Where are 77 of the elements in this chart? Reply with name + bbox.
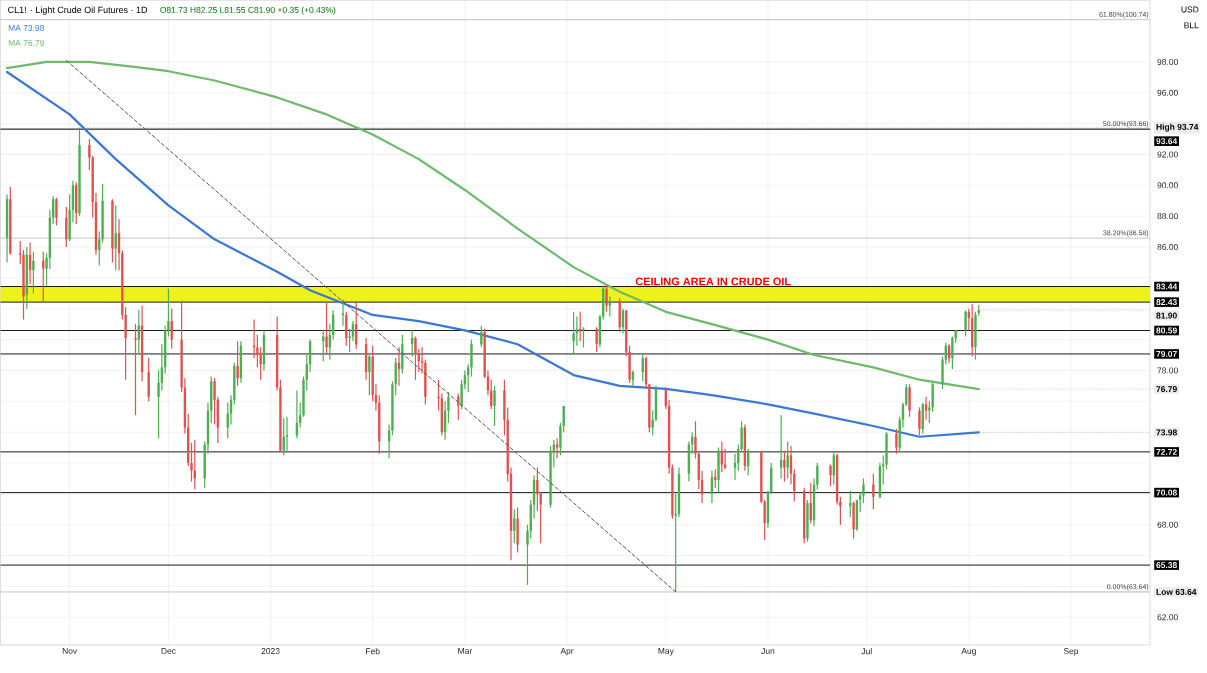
candlestick bbox=[32, 251, 35, 294]
x-tick-label: Apr bbox=[560, 648, 574, 656]
candlestick bbox=[341, 298, 345, 327]
candlestick bbox=[55, 197, 58, 227]
candlestick bbox=[895, 428, 898, 455]
annotation: 73.98 bbox=[1156, 429, 1177, 436]
candlestick bbox=[608, 295, 612, 318]
x-tick-label: Jul bbox=[861, 648, 872, 655]
x-tick-label: Mar bbox=[458, 648, 473, 654]
x-tick-label: 2023 bbox=[261, 648, 280, 655]
x-tick-label: Jun bbox=[761, 648, 775, 654]
annotation: 76.79 bbox=[1156, 386, 1177, 393]
text: CL1! · Light Crude Oil Futures · 1D bbox=[8, 6, 148, 15]
y-tick-label: 78.00 bbox=[1157, 367, 1178, 374]
band-label: CEILING AREA IN CRUDE OIL bbox=[635, 277, 791, 286]
x-tick-label: Sep bbox=[1063, 648, 1079, 656]
candlestick bbox=[783, 450, 786, 483]
y-tick-label: 98.00 bbox=[1157, 58, 1178, 65]
candlestick bbox=[368, 354, 371, 396]
ref-line-label: 82.43 bbox=[1156, 299, 1177, 306]
text: BLL bbox=[1184, 22, 1199, 29]
candlestick bbox=[806, 499, 809, 543]
y-tick-label: 62.00 bbox=[1157, 614, 1178, 621]
candlestick bbox=[829, 463, 832, 487]
candlestick bbox=[414, 335, 417, 381]
y-tick-label: 68.00 bbox=[1157, 521, 1178, 528]
y-tick-label: 86.00 bbox=[1157, 244, 1178, 251]
series-label: MA 76.79 bbox=[8, 39, 44, 46]
candlestick bbox=[717, 446, 720, 493]
candlestick bbox=[572, 311, 575, 356]
x-tick-label: Dec bbox=[161, 648, 176, 654]
annotation: High 93.74 bbox=[1156, 123, 1199, 132]
candlestick bbox=[733, 453, 737, 481]
candlestick bbox=[555, 437, 559, 459]
candlestick bbox=[786, 440, 789, 480]
candlestick bbox=[480, 325, 483, 348]
candlestick bbox=[345, 311, 348, 347]
annotation: 81.90 bbox=[1156, 312, 1177, 319]
ref-line-label: 93.64 bbox=[1156, 138, 1178, 145]
candlestick bbox=[493, 385, 496, 427]
ref-line-label: 72.72 bbox=[1156, 448, 1177, 455]
candlestick bbox=[595, 326, 598, 353]
candlestick bbox=[65, 206, 68, 248]
ref-line-label: 70.08 bbox=[1156, 489, 1177, 496]
candlestick bbox=[78, 127, 81, 217]
y-tick-label: 88.00 bbox=[1157, 213, 1178, 220]
line-series bbox=[5, 60, 980, 391]
x-tick-label: Aug bbox=[961, 648, 976, 656]
candlestick bbox=[111, 198, 114, 264]
candlestick bbox=[605, 285, 608, 313]
ref-line-label: 83.44 bbox=[1156, 283, 1178, 290]
candlestick bbox=[134, 323, 137, 416]
x-tick-label: Nov bbox=[62, 648, 78, 654]
candlestick bbox=[908, 383, 911, 418]
y-tick-label: 96.00 bbox=[1157, 89, 1178, 96]
candlestick bbox=[559, 422, 562, 456]
text: MA 73.98 bbox=[8, 24, 45, 31]
ref-line-label: 65.38 bbox=[1156, 562, 1177, 569]
candlestick bbox=[325, 301, 328, 355]
candlestick bbox=[924, 396, 928, 421]
candlestick bbox=[951, 335, 954, 370]
annotation: O81.73 H82.25 L81.55 C81.90 +0.35 (+0.43%) bbox=[160, 6, 336, 15]
candlestick bbox=[872, 473, 875, 510]
ref-line-label: 79.07 bbox=[1156, 350, 1177, 357]
y-tick-label: 90.00 bbox=[1157, 182, 1178, 189]
x-tick-label: Feb bbox=[366, 648, 380, 655]
y-tick-label: 92.00 bbox=[1157, 151, 1178, 158]
annotation: Low 63.64 bbox=[1156, 588, 1197, 595]
candlestick bbox=[918, 406, 921, 436]
x-tick-label: May bbox=[658, 648, 674, 656]
candlestick bbox=[236, 340, 239, 387]
line-series bbox=[5, 70, 980, 438]
candlestick bbox=[351, 320, 355, 342]
text: USD bbox=[1181, 6, 1199, 13]
candlestick bbox=[285, 416, 289, 452]
candlestick bbox=[964, 309, 967, 338]
ref-line-label: 80.59 bbox=[1156, 327, 1177, 334]
